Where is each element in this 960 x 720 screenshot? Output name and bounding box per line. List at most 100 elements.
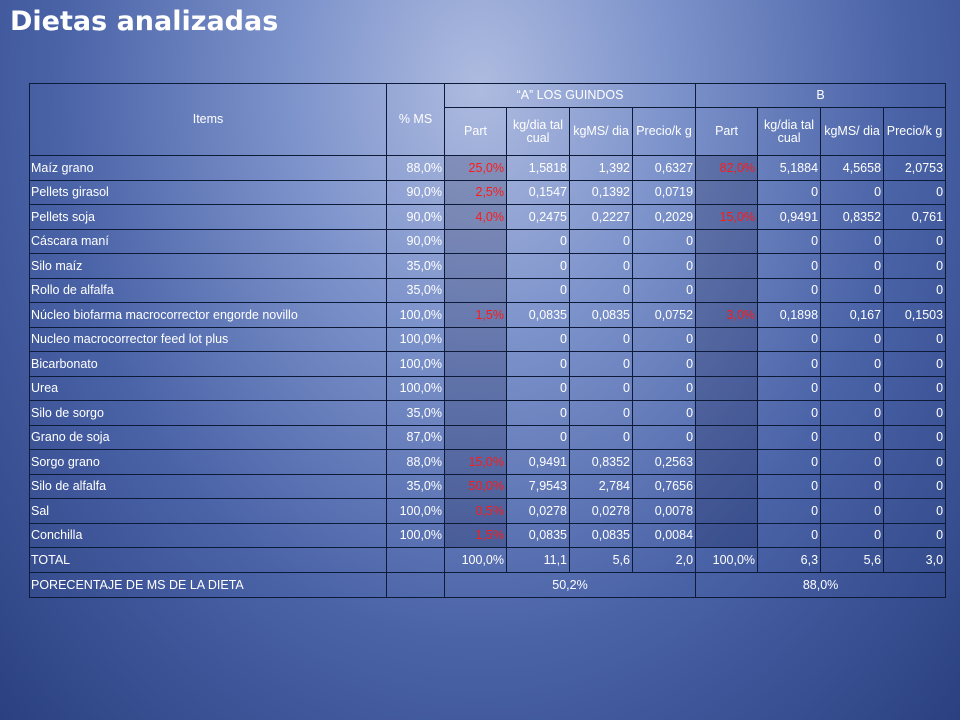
- b-precio-kg: 0: [883, 326, 947, 352]
- b-precio-kg: 0: [883, 253, 947, 279]
- ms-dieta-empty: [386, 572, 445, 598]
- b-part: 15,0%: [695, 204, 759, 230]
- row-item: Silo maíz: [29, 253, 387, 279]
- b-part: 82,0%: [695, 155, 759, 181]
- row-item: Nucleo macrocorrector feed lot plus: [29, 326, 387, 352]
- a-part: 25,0%: [444, 155, 507, 181]
- b-kgms-dia: 0: [820, 522, 885, 548]
- b-kgms-dia: 0: [820, 179, 885, 205]
- header-b-part: Part: [695, 107, 759, 156]
- ms-dieta-row: PORECENTAJE DE MS DE LA DIETA 50,2% 88,0…: [29, 572, 947, 598]
- table-row: Rollo de alfalfa 35,0% 0 0 0 0 0 0: [29, 277, 947, 303]
- b-part: [695, 228, 759, 254]
- a-kg-tal-cual: 1,5818: [506, 155, 570, 181]
- a-kg-tal-cual: 0: [506, 228, 570, 254]
- a-kgms-dia: 0,2227: [569, 204, 633, 230]
- b-precio-kg: 0: [883, 473, 947, 499]
- a-precio-kg: 0,0752: [631, 302, 697, 328]
- header-ms: % MS: [386, 83, 445, 156]
- a-precio-kg: 0: [631, 400, 697, 426]
- b-kgms-dia: 0: [820, 351, 885, 377]
- b-part: [695, 400, 759, 426]
- a-kgms-dia: 2,784: [569, 473, 633, 499]
- b-part: [695, 449, 759, 475]
- total-row: TOTAL 100,0% 11,1 5,6 2,0 100,0% 6,3 5,6…: [29, 547, 947, 573]
- a-kgms-dia: 0: [569, 375, 633, 401]
- total-ms-empty: [386, 547, 445, 573]
- a-part: [444, 375, 507, 401]
- b-precio-kg: 0,761: [883, 204, 947, 230]
- a-kgms-dia: 0,1392: [569, 179, 633, 205]
- a-kgms-dia: 0: [569, 326, 633, 352]
- row-item: Grano de soja: [29, 424, 387, 450]
- row-ms: 100,0%: [386, 302, 445, 328]
- total-b-precio-kg: 3,0: [883, 547, 947, 573]
- header-a-kgms-dia: kgMS/ dia: [569, 107, 633, 156]
- row-ms: 90,0%: [386, 179, 445, 205]
- a-kgms-dia: 0: [569, 277, 633, 303]
- table-row: Silo de sorgo 35,0% 0 0 0 0 0 0: [29, 400, 947, 426]
- b-part: [695, 424, 759, 450]
- a-precio-kg: 0: [631, 228, 697, 254]
- a-kg-tal-cual: 0: [506, 253, 570, 279]
- row-ms: 100,0%: [386, 326, 445, 352]
- b-precio-kg: 0: [883, 277, 947, 303]
- a-kg-tal-cual: 0,9491: [506, 449, 570, 475]
- row-item: Bicarbonato: [29, 351, 387, 377]
- row-ms: 100,0%: [386, 498, 445, 524]
- a-part: [444, 253, 507, 279]
- ms-dieta-b: 88,0%: [695, 572, 947, 598]
- row-item: Rollo de alfalfa: [29, 277, 387, 303]
- b-part: [695, 326, 759, 352]
- table-row: Silo maíz 35,0% 0 0 0 0 0 0: [29, 253, 947, 279]
- b-precio-kg: 0: [883, 424, 947, 450]
- table-row: Bicarbonato 100,0% 0 0 0 0 0 0: [29, 351, 947, 377]
- b-part: [695, 522, 759, 548]
- a-part: 4,0%: [444, 204, 507, 230]
- row-ms: 35,0%: [386, 253, 445, 279]
- header-a-precio-kg: Precio/k g: [631, 107, 697, 156]
- table-row: Cáscara maní 90,0% 0 0 0 0 0 0: [29, 228, 947, 254]
- a-kg-tal-cual: 0: [506, 351, 570, 377]
- table-header: Items % MS “A” LOS GUINDOS B Part kg/dia…: [29, 83, 947, 156]
- row-item: Cáscara maní: [29, 228, 387, 254]
- b-precio-kg: 0: [883, 375, 947, 401]
- table-body: Maíz grano 88,0% 25,0% 1,5818 1,392 0,63…: [29, 155, 947, 598]
- a-precio-kg: 0,2029: [631, 204, 697, 230]
- a-kg-tal-cual: 0: [506, 375, 570, 401]
- b-kg-tal-cual: 5,1884: [757, 155, 822, 181]
- a-kg-tal-cual: 0: [506, 424, 570, 450]
- table-row: Grano de soja 87,0% 0 0 0 0 0 0: [29, 424, 947, 450]
- diet-table: Items % MS “A” LOS GUINDOS B Part kg/dia…: [29, 83, 947, 598]
- b-part: [695, 351, 759, 377]
- b-kg-tal-cual: 0,1898: [757, 302, 822, 328]
- b-kgms-dia: 0: [820, 253, 885, 279]
- a-kg-tal-cual: 0: [506, 277, 570, 303]
- a-kgms-dia: 0: [569, 424, 633, 450]
- slide-title: Dietas analizadas: [10, 6, 279, 37]
- b-precio-kg: 0: [883, 228, 947, 254]
- table-row: Sorgo grano 88,0% 15,0% 0,9491 0,8352 0,…: [29, 449, 947, 475]
- total-a-part: 100,0%: [444, 547, 507, 573]
- b-part: [695, 179, 759, 205]
- row-item: Urea: [29, 375, 387, 401]
- row-item: Sal: [29, 498, 387, 524]
- b-part: 3,0%: [695, 302, 759, 328]
- row-item: Sorgo grano: [29, 449, 387, 475]
- b-kg-tal-cual: 0: [757, 351, 822, 377]
- row-ms: 35,0%: [386, 400, 445, 426]
- total-a-kgms-dia: 5,6: [569, 547, 633, 573]
- header-a-kg-tal-cual: kg/dia tal cual: [506, 107, 570, 156]
- table-row: Maíz grano 88,0% 25,0% 1,5818 1,392 0,63…: [29, 155, 947, 181]
- row-ms: 90,0%: [386, 204, 445, 230]
- a-part: [444, 424, 507, 450]
- header-b-precio-kg: Precio/k g: [883, 107, 947, 156]
- b-kg-tal-cual: 0: [757, 424, 822, 450]
- row-item: Pellets girasol: [29, 179, 387, 205]
- b-kg-tal-cual: 0: [757, 400, 822, 426]
- a-precio-kg: 0: [631, 424, 697, 450]
- header-a-part: Part: [444, 107, 507, 156]
- total-b-kg-tal-cual: 6,3: [757, 547, 822, 573]
- b-kg-tal-cual: 0: [757, 375, 822, 401]
- total-a-kg-tal-cual: 11,1: [506, 547, 570, 573]
